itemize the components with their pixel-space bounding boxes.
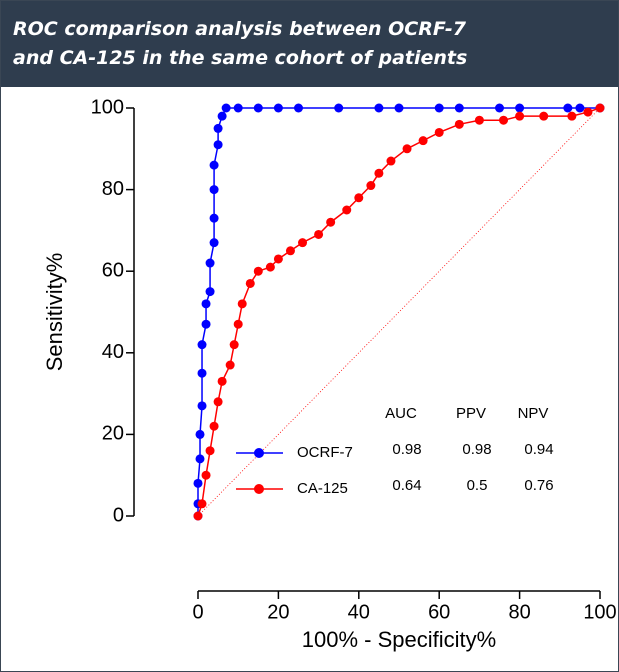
x-tick-label: 20 <box>267 601 289 623</box>
data-point <box>197 499 207 509</box>
data-point <box>195 454 205 464</box>
table-cell: 0.76 <box>524 477 553 494</box>
data-point <box>354 193 364 203</box>
data-point <box>595 103 605 113</box>
data-point <box>326 217 336 227</box>
data-point <box>273 254 283 264</box>
data-point <box>205 258 215 268</box>
data-point <box>217 376 227 386</box>
data-point <box>294 103 303 113</box>
data-point <box>201 470 211 480</box>
data-point <box>273 103 283 113</box>
data-point <box>233 103 243 113</box>
series-line <box>197 107 600 516</box>
data-point <box>567 111 577 121</box>
y-axis-label: Sensitivity% <box>42 253 67 372</box>
data-point <box>209 421 219 431</box>
data-point <box>209 213 219 223</box>
data-point <box>221 103 231 113</box>
table-cell: 0.98 <box>462 441 491 458</box>
data-point <box>245 278 255 288</box>
x-tick-label: 80 <box>508 601 530 623</box>
data-point <box>253 103 263 113</box>
data-point <box>539 111 549 121</box>
table-cell: 0.64 <box>392 477 421 494</box>
table-header: NPV <box>518 405 549 422</box>
data-point <box>205 446 215 456</box>
data-point <box>515 103 525 113</box>
data-point <box>237 299 247 309</box>
data-point <box>342 205 352 215</box>
data-point <box>217 111 227 121</box>
data-point <box>265 262 275 272</box>
legend-label: CA-125 <box>297 480 348 497</box>
data-point <box>209 185 219 195</box>
data-point <box>197 401 207 411</box>
chart-title: ROC comparison analysis between OCRF-7 a… <box>13 18 468 69</box>
table-cell: 0.98 <box>392 441 421 458</box>
table-cell: 0.94 <box>524 441 553 458</box>
data-point <box>434 127 444 137</box>
x-tick-label: 100 <box>583 601 616 623</box>
y-tick-label: 100 <box>91 96 124 118</box>
data-point <box>563 103 573 113</box>
data-point <box>314 229 324 239</box>
data-point <box>583 107 593 117</box>
data-point <box>195 429 205 439</box>
data-point <box>474 115 484 125</box>
y-tick-label: 60 <box>102 259 124 281</box>
data-point <box>205 287 215 297</box>
data-point <box>402 144 412 154</box>
data-point <box>394 103 404 113</box>
data-point <box>434 103 444 113</box>
data-point <box>193 511 203 521</box>
data-point <box>285 246 295 256</box>
data-point <box>418 136 428 146</box>
data-point <box>454 119 464 129</box>
table-cell: 0.5 <box>467 477 488 494</box>
reference-line <box>197 107 601 517</box>
data-point <box>197 340 207 350</box>
data-point <box>499 115 509 125</box>
data-point <box>366 181 376 191</box>
y-tick-label: 40 <box>102 341 124 363</box>
data-point <box>575 103 585 113</box>
data-point <box>213 397 223 407</box>
table-header: PPV <box>456 405 486 422</box>
y-tick-label: 0 <box>113 504 124 526</box>
y-tick-label: 80 <box>102 178 124 200</box>
data-point <box>334 103 344 113</box>
data-point <box>201 319 211 329</box>
legend-label: OCRF-7 <box>297 444 353 461</box>
data-point <box>374 168 384 178</box>
data-point <box>225 360 235 370</box>
x-axis-label: 100% - Specificity% <box>302 627 496 652</box>
x-tick-label: 0 <box>192 601 203 623</box>
data-point <box>515 111 525 121</box>
data-point <box>374 103 384 113</box>
data-point <box>209 160 219 170</box>
legend-marker <box>254 448 264 458</box>
data-point <box>253 266 263 276</box>
legend-marker <box>254 484 264 494</box>
data-point <box>233 319 243 329</box>
data-point <box>213 140 223 150</box>
data-point <box>213 123 223 133</box>
data-point <box>193 478 203 488</box>
data-point <box>386 156 396 166</box>
header: ROC comparison analysis between OCRF-7 a… <box>1 1 618 87</box>
data-point <box>197 368 207 378</box>
table-header: AUC <box>385 405 417 422</box>
data-point <box>209 238 219 248</box>
data-point <box>454 103 464 113</box>
y-tick-label: 20 <box>102 423 124 445</box>
data-point <box>229 340 239 350</box>
data-point <box>495 103 504 113</box>
data-point <box>201 299 211 309</box>
x-tick-label: 40 <box>348 601 370 623</box>
data-point <box>298 238 308 248</box>
x-tick-label: 60 <box>428 601 450 623</box>
